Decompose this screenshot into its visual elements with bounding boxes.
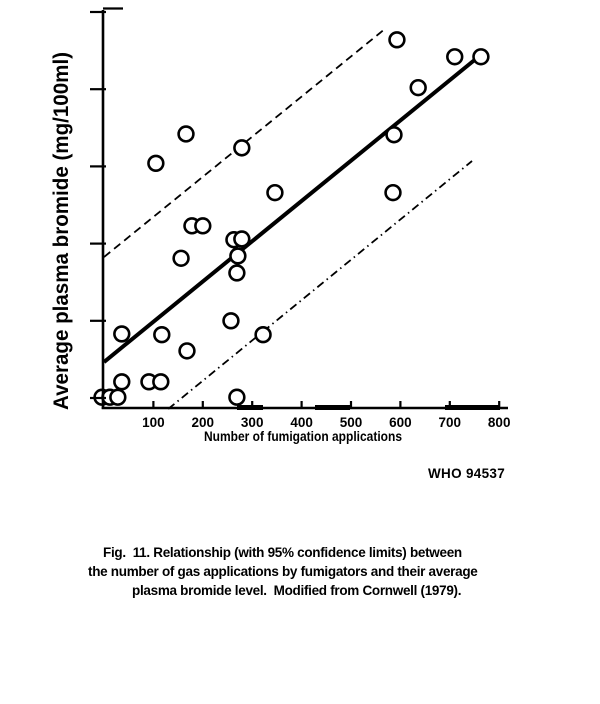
x-tick-label: 200 <box>192 415 215 430</box>
data-point <box>233 230 251 248</box>
lower-95-confidence-limit <box>167 160 473 410</box>
data-point <box>109 388 127 406</box>
data-point <box>384 183 402 202</box>
data-point <box>266 183 284 202</box>
data-point <box>228 388 246 406</box>
x-axis-label: Number of fumigation applications <box>204 429 402 444</box>
data-point <box>388 31 406 49</box>
caption-line-3: plasma bromide level. Modified from Corn… <box>132 583 462 598</box>
chart-canvas: 100 200 300 400 500 600 700 800 Average plasma … <box>50 7 511 444</box>
x-tick-label: 500 <box>340 415 363 430</box>
x-tick-label: 800 <box>488 415 511 430</box>
data-point <box>233 139 251 157</box>
data-point <box>385 126 403 144</box>
data-point <box>446 48 464 66</box>
who-reference-number: WHO 94537 <box>428 466 505 481</box>
data-point <box>222 312 240 330</box>
data-point <box>147 154 165 173</box>
scatter-points <box>93 31 490 406</box>
scatter-chart: 100 200 300 400 500 600 700 800 Average plasma … <box>50 7 511 444</box>
regression-line <box>102 56 479 364</box>
caption-line-2: the number of gas applications by fumiga… <box>88 564 478 579</box>
x-tick-label: 400 <box>290 415 313 430</box>
confidence-and-regression-lines <box>102 27 479 410</box>
data-point <box>194 217 212 235</box>
x-tick-label: 700 <box>439 415 462 430</box>
upper-95-confidence-limit <box>103 27 387 258</box>
x-tick-label: 300 <box>241 415 264 430</box>
data-point <box>113 373 131 391</box>
axes: 100 200 300 400 500 600 700 800 <box>90 7 511 430</box>
y-axis-label: Average plasma bromide (mg/100ml) <box>50 52 73 410</box>
data-point <box>153 325 171 344</box>
data-point <box>152 373 170 391</box>
data-point <box>178 342 196 360</box>
data-point <box>228 264 246 282</box>
data-point <box>113 325 131 343</box>
caption-line-1: Fig. 11. Relationship (with 95% confiden… <box>103 545 462 560</box>
data-point <box>229 247 247 265</box>
x-tick-label: 600 <box>389 415 412 430</box>
data-point <box>177 125 195 143</box>
data-point <box>254 325 272 344</box>
data-point <box>472 48 490 66</box>
x-tick-label: 100 <box>142 415 165 430</box>
data-point <box>409 78 427 97</box>
data-point <box>172 249 190 267</box>
